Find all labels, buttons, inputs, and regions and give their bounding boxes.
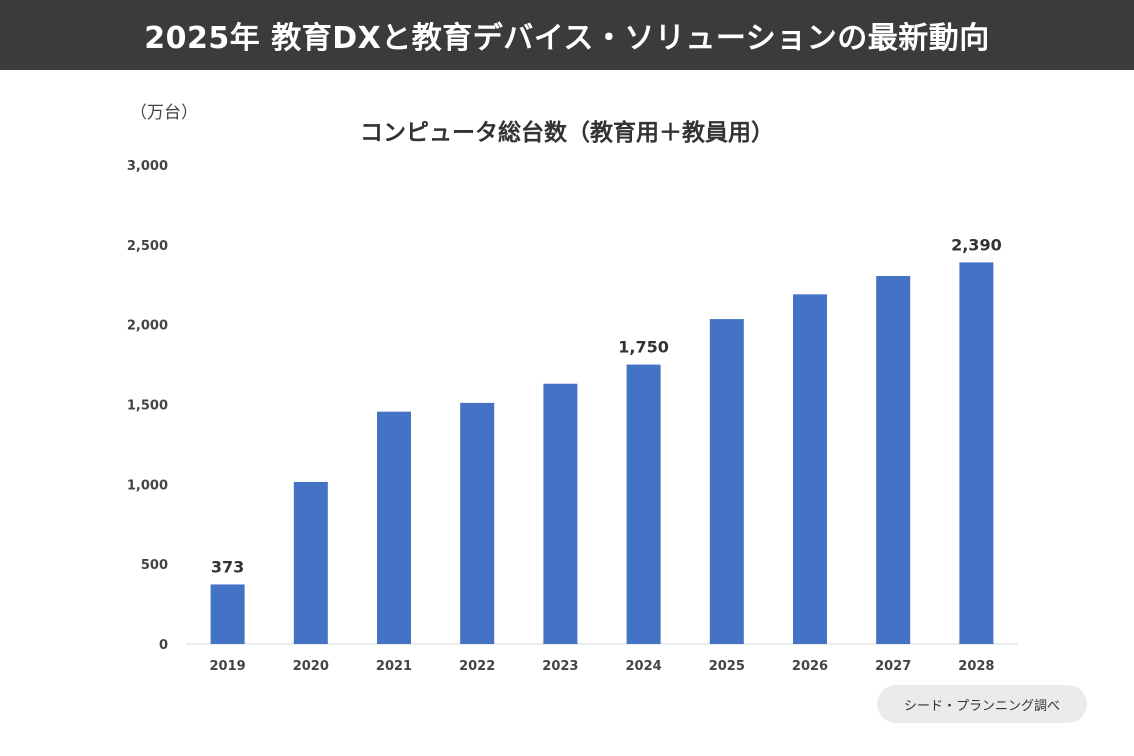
bar-2028 xyxy=(959,262,994,644)
x-tick-label: 2027 xyxy=(875,659,911,674)
x-tick-label: 2023 xyxy=(542,659,578,674)
y-tick-label: 2,000 xyxy=(127,319,168,334)
x-tick-label: 2025 xyxy=(709,659,745,674)
data-label: 373 xyxy=(211,557,244,576)
y-tick-label: 0 xyxy=(159,638,168,653)
data-label: 1,750 xyxy=(618,338,669,357)
data-label: 2,390 xyxy=(951,235,1002,254)
bar-2023 xyxy=(543,383,578,644)
x-tick-label: 2019 xyxy=(210,659,246,674)
bar-2025 xyxy=(709,319,744,644)
bar-2022 xyxy=(460,402,495,644)
y-tick-label: 3,000 xyxy=(127,159,168,174)
x-tick-label: 2028 xyxy=(958,659,994,674)
source-badge: シード・プランニング調べ xyxy=(877,685,1087,723)
x-tick-label: 2021 xyxy=(376,659,412,674)
bar-2026 xyxy=(793,294,827,644)
y-tick-label: 1,000 xyxy=(127,478,168,493)
bar-2019 xyxy=(210,584,245,644)
y-tick-label: 1,500 xyxy=(127,399,168,414)
y-tick-label: 2,500 xyxy=(127,239,168,254)
bar-2024 xyxy=(626,364,661,644)
x-tick-label: 2026 xyxy=(792,659,828,674)
header-bar: 2025年 教育DXと教育デバイス・ソリューションの最新動向 xyxy=(0,0,1134,70)
bar-2021 xyxy=(377,411,411,644)
x-tick-label: 2020 xyxy=(293,659,329,674)
x-tick-label: 2022 xyxy=(459,659,495,674)
chart-title: コンピュータ総台数（教育用＋教員用） xyxy=(360,120,774,146)
y-axis-unit-label: （万台） xyxy=(130,103,198,123)
source-label: シード・プランニング調べ xyxy=(903,698,1060,714)
x-tick-label: 2024 xyxy=(626,659,662,674)
y-tick-label: 500 xyxy=(141,558,168,573)
bar-2020 xyxy=(293,481,328,644)
page-title: 2025年 教育DXと教育デバイス・ソリューションの最新動向 xyxy=(144,21,990,56)
bar-2027 xyxy=(876,275,911,644)
